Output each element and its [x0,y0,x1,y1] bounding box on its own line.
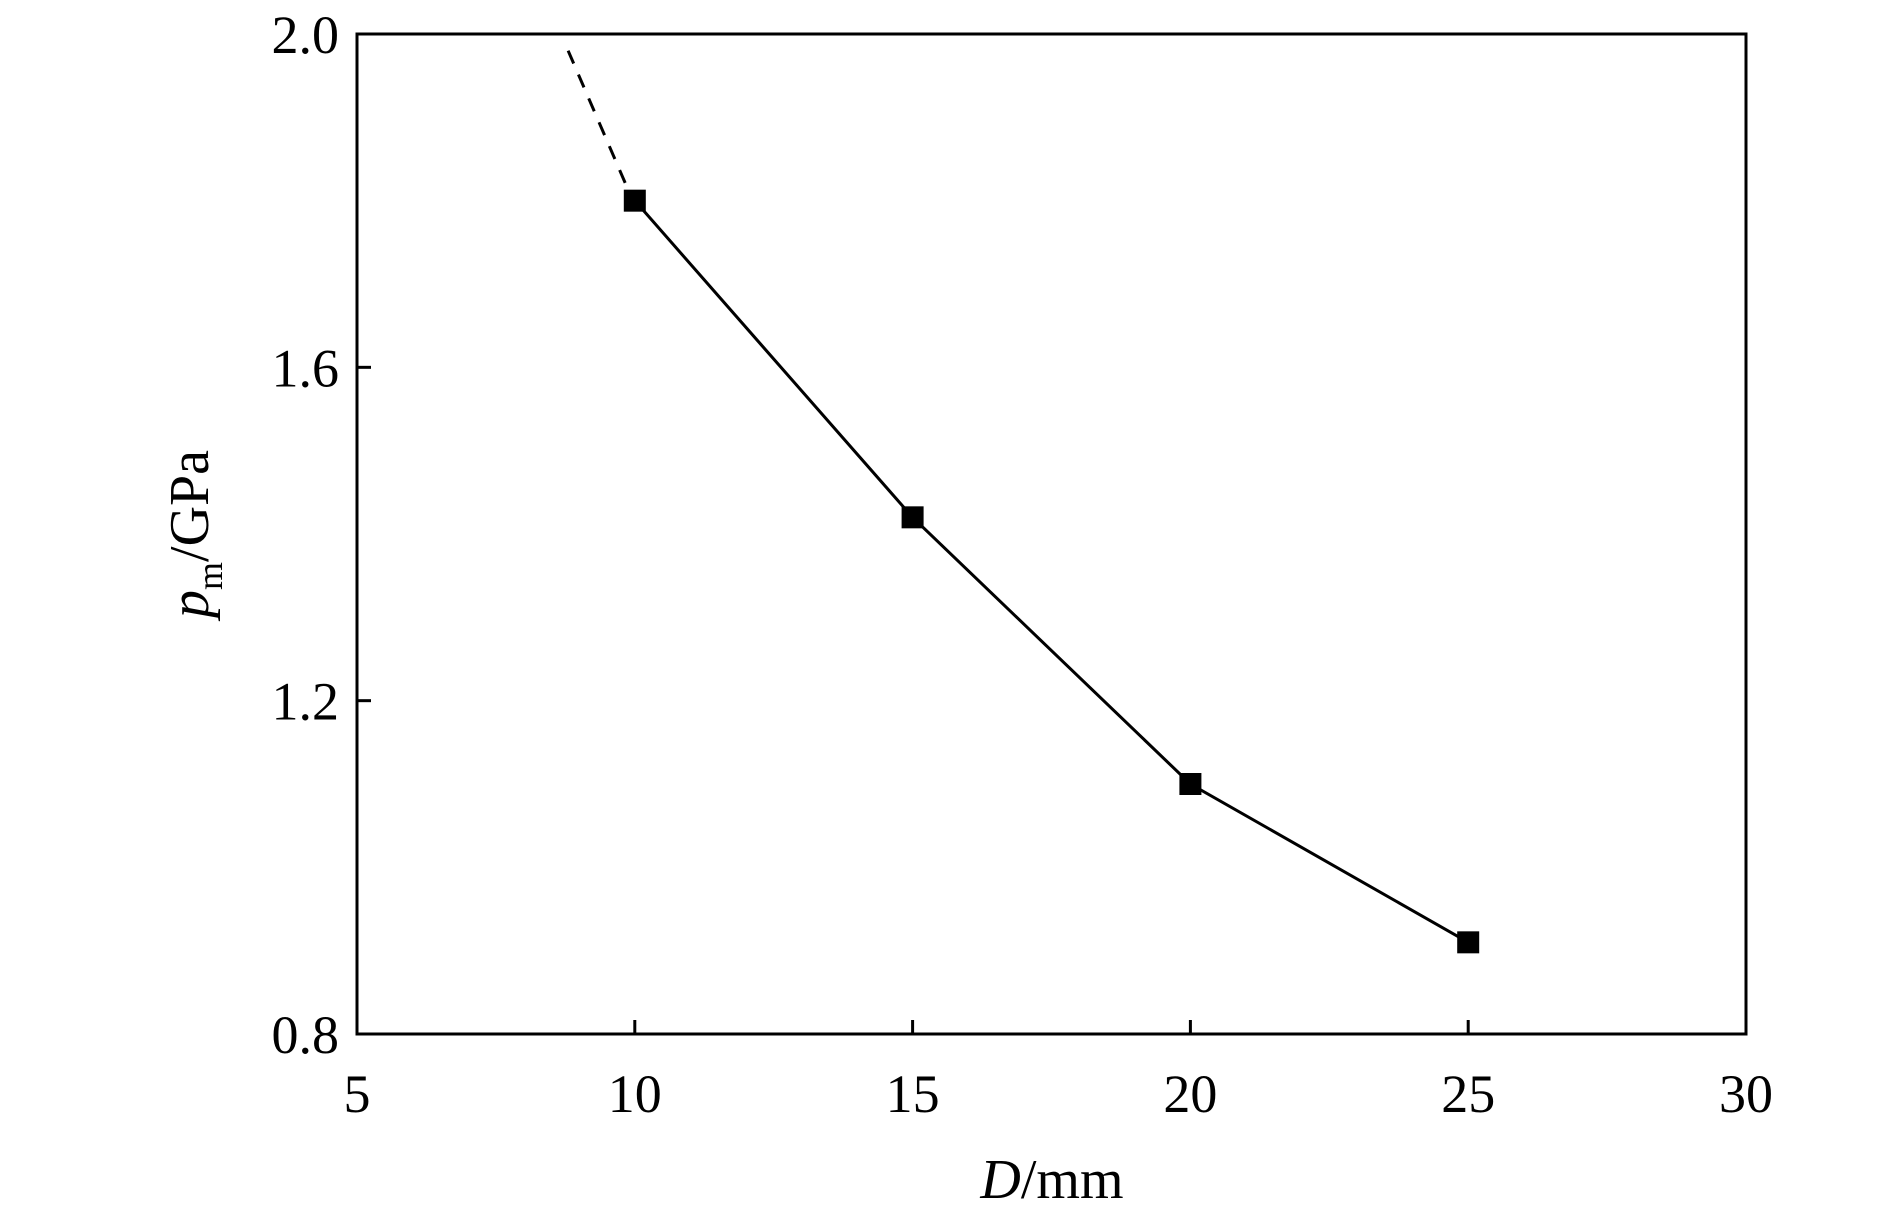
y-axis-variable: p [159,590,221,622]
y-tick-label: 2.0 [272,5,340,65]
series-layer [566,50,1480,954]
y-tick-label: 0.8 [272,1005,340,1065]
data-point-marker [1457,931,1480,954]
x-tick-label: 20 [1163,1064,1217,1124]
y-tick-label: 1.2 [272,672,340,732]
data-point-marker [623,189,646,212]
x-tick-label: 10 [608,1064,662,1124]
data-point-marker [901,506,924,529]
y-axis-title: pm/GPa [159,450,230,622]
x-tick-label: 5 [344,1064,371,1124]
y-axis-subscript: m [190,562,230,590]
x-axis-ticks: 5 10 15 20 25 30 [344,1020,1773,1124]
dashed-extrapolation-line [566,50,631,193]
x-axis-title: D/mm [979,1149,1123,1209]
plot-frame [355,32,1748,1036]
x-axis-unit: /mm [1021,1149,1124,1209]
y-axis-ticks: 0.8 1.2 1.6 2.0 [272,5,371,1065]
x-tick-label: 25 [1441,1064,1495,1124]
x-axis-variable: D [979,1149,1020,1209]
y-axis-unit: /GPa [159,450,221,562]
x-tick-label: 30 [1719,1064,1773,1124]
data-point-marker [1179,773,1202,795]
series-line [633,199,1469,944]
y-tick-label: 1.6 [272,338,340,398]
x-tick-label: 15 [886,1064,940,1124]
